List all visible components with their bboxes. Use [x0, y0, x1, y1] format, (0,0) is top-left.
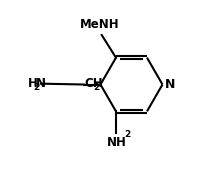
- Text: N: N: [165, 78, 175, 91]
- Text: MeNH: MeNH: [80, 18, 120, 31]
- Text: H: H: [28, 77, 37, 90]
- Text: 2: 2: [33, 83, 39, 92]
- Text: NH: NH: [107, 137, 127, 150]
- Text: CH: CH: [85, 77, 103, 90]
- Text: N: N: [35, 77, 45, 90]
- Text: 2: 2: [93, 83, 100, 92]
- Text: 2: 2: [124, 130, 130, 139]
